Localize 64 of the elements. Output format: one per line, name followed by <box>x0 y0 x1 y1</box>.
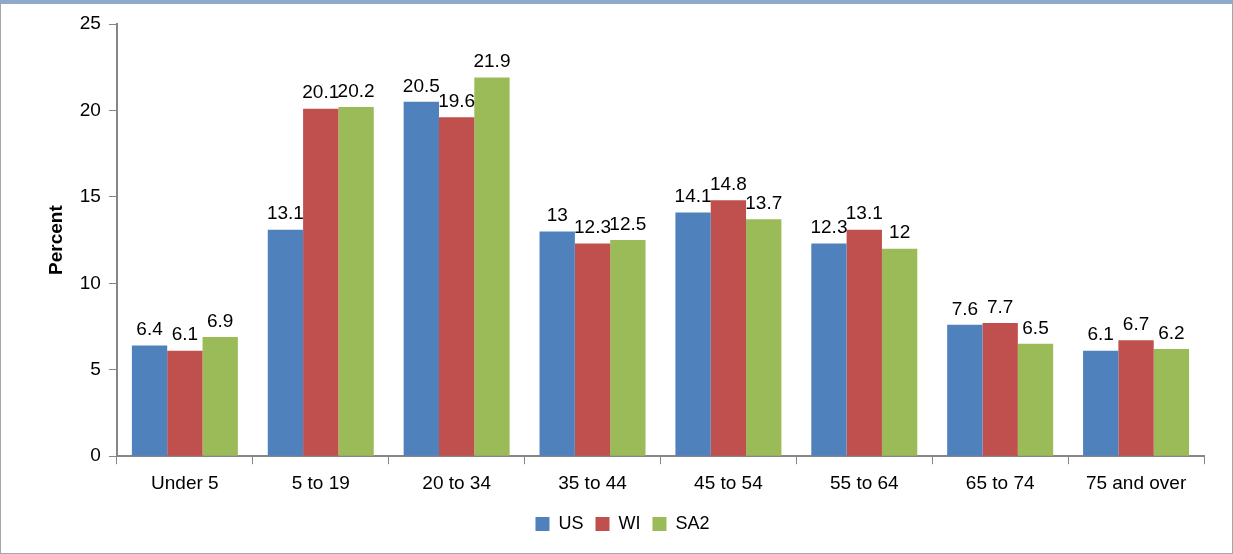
x-tick-label: Under 5 <box>151 471 219 493</box>
y-tick-label: 25 <box>79 12 101 34</box>
data-label: 6.1 <box>171 323 199 345</box>
x-tick-label: 45 to 54 <box>694 471 764 493</box>
data-label: 6.1 <box>1087 323 1114 345</box>
bar <box>338 106 374 456</box>
bar <box>1083 350 1119 456</box>
data-label: 13.7 <box>745 192 783 214</box>
data-label: 21.9 <box>473 50 511 72</box>
data-label: 19.6 <box>438 90 476 112</box>
bar <box>675 212 711 456</box>
bar <box>438 117 475 456</box>
bar <box>167 350 203 456</box>
data-label: 20.5 <box>402 74 440 96</box>
y-tick-label: 10 <box>79 271 101 293</box>
bar <box>574 243 611 456</box>
data-label: 12 <box>889 221 911 243</box>
bar <box>881 248 918 456</box>
bar <box>202 336 238 456</box>
bar <box>1153 349 1190 456</box>
y-tick-label: 20 <box>79 98 101 120</box>
x-tick-label: 55 to 64 <box>829 471 900 493</box>
x-tick-label: 75 and over <box>1085 471 1187 493</box>
bar <box>982 323 1018 456</box>
bar <box>1118 340 1154 456</box>
data-label: 7.7 <box>986 295 1014 317</box>
data-label: 12.3 <box>574 216 612 238</box>
bar <box>811 243 847 456</box>
data-label: 12.3 <box>810 216 848 238</box>
bar <box>947 324 983 456</box>
x-tick-label: 20 to 34 <box>422 471 492 493</box>
data-label: 12.5 <box>609 212 647 234</box>
data-label: 6.5 <box>1022 316 1049 338</box>
bar <box>1017 343 1054 456</box>
bar <box>303 108 339 456</box>
data-label: 6.2 <box>1158 321 1185 343</box>
bar <box>131 345 168 456</box>
bar <box>610 240 646 456</box>
y-axis-title: Percent <box>44 204 66 275</box>
y-tick-label: 0 <box>90 444 101 466</box>
y-tick-label: 5 <box>90 357 101 379</box>
bar <box>539 231 575 456</box>
data-label: 6.9 <box>206 309 234 331</box>
bar <box>710 200 747 456</box>
bar <box>403 101 439 456</box>
data-label: 14.8 <box>709 173 747 195</box>
x-tick-label: 5 to 19 <box>291 471 350 493</box>
data-label: 6.4 <box>136 318 164 340</box>
data-label: 14.1 <box>674 185 712 207</box>
data-label: 13 <box>546 204 568 226</box>
data-label: 7.6 <box>951 297 979 319</box>
bar <box>746 219 782 456</box>
legend-label: WI <box>618 512 641 533</box>
data-label: 20.1 <box>302 81 340 103</box>
legend-label: US <box>558 512 584 533</box>
y-tick-label: 15 <box>79 185 101 207</box>
legend-label: SA2 <box>675 512 710 533</box>
bar <box>267 229 304 456</box>
x-tick-label: 35 to 44 <box>558 471 628 493</box>
bar <box>474 77 510 456</box>
x-tick-label: 65 to 74 <box>965 471 1035 493</box>
data-label: 6.7 <box>1122 313 1150 335</box>
bar <box>846 229 882 456</box>
data-label: 13.1 <box>266 202 304 224</box>
